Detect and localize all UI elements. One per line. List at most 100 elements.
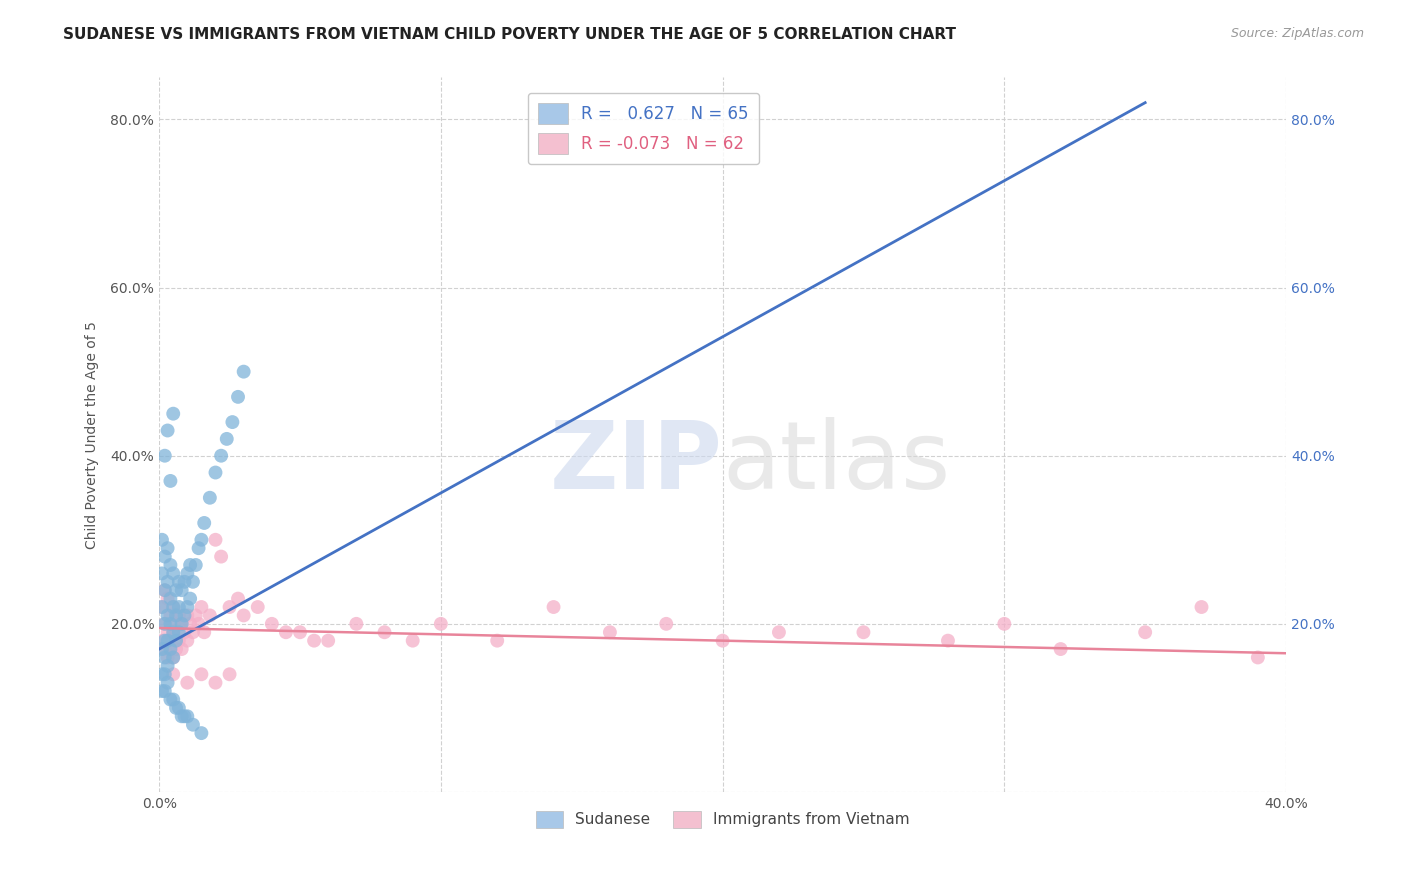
- Point: [159, 642, 181, 657]
- Point: [153, 684, 176, 698]
- Point: [215, 432, 238, 446]
- Point: [176, 600, 198, 615]
- Point: [150, 642, 173, 657]
- Point: [232, 365, 254, 379]
- Point: [302, 633, 325, 648]
- Point: [162, 667, 184, 681]
- Point: [852, 625, 875, 640]
- Point: [167, 574, 190, 589]
- Point: [159, 642, 181, 657]
- Point: [190, 533, 212, 547]
- Point: [711, 633, 734, 648]
- Point: [153, 616, 176, 631]
- Point: [165, 608, 187, 623]
- Point: [218, 667, 240, 681]
- Point: [162, 625, 184, 640]
- Point: [150, 600, 173, 615]
- Point: [768, 625, 790, 640]
- Point: [181, 625, 204, 640]
- Point: [218, 600, 240, 615]
- Legend: Sudanese, Immigrants from Vietnam: Sudanese, Immigrants from Vietnam: [530, 805, 915, 834]
- Point: [179, 616, 201, 631]
- Point: [150, 533, 173, 547]
- Point: [190, 600, 212, 615]
- Point: [153, 633, 176, 648]
- Point: [170, 583, 193, 598]
- Point: [173, 625, 195, 640]
- Point: [181, 717, 204, 731]
- Point: [156, 424, 179, 438]
- Point: [1049, 642, 1071, 657]
- Point: [150, 566, 173, 581]
- Point: [156, 650, 179, 665]
- Point: [162, 692, 184, 706]
- Point: [486, 633, 509, 648]
- Point: [599, 625, 621, 640]
- Point: [153, 642, 176, 657]
- Point: [165, 642, 187, 657]
- Point: [204, 533, 226, 547]
- Point: [159, 608, 181, 623]
- Point: [173, 709, 195, 723]
- Point: [170, 616, 193, 631]
- Point: [226, 390, 249, 404]
- Point: [153, 616, 176, 631]
- Point: [187, 541, 209, 556]
- Point: [430, 616, 453, 631]
- Point: [173, 608, 195, 623]
- Point: [260, 616, 283, 631]
- Point: [153, 667, 176, 681]
- Point: [176, 633, 198, 648]
- Point: [198, 491, 221, 505]
- Point: [232, 608, 254, 623]
- Point: [246, 600, 269, 615]
- Point: [167, 600, 190, 615]
- Point: [179, 558, 201, 572]
- Point: [159, 591, 181, 606]
- Point: [190, 726, 212, 740]
- Point: [176, 566, 198, 581]
- Point: [156, 633, 179, 648]
- Point: [288, 625, 311, 640]
- Y-axis label: Child Poverty Under the Age of 5: Child Poverty Under the Age of 5: [86, 321, 100, 549]
- Point: [165, 701, 187, 715]
- Point: [165, 583, 187, 598]
- Point: [204, 466, 226, 480]
- Point: [176, 709, 198, 723]
- Point: [150, 633, 173, 648]
- Point: [274, 625, 297, 640]
- Point: [209, 549, 232, 564]
- Point: [167, 608, 190, 623]
- Point: [162, 600, 184, 615]
- Point: [193, 625, 215, 640]
- Point: [176, 675, 198, 690]
- Point: [156, 608, 179, 623]
- Point: [402, 633, 425, 648]
- Point: [162, 407, 184, 421]
- Point: [150, 684, 173, 698]
- Point: [179, 591, 201, 606]
- Point: [1247, 650, 1270, 665]
- Point: [184, 558, 207, 572]
- Point: [159, 616, 181, 631]
- Point: [159, 692, 181, 706]
- Text: SUDANESE VS IMMIGRANTS FROM VIETNAM CHILD POVERTY UNDER THE AGE OF 5 CORRELATION: SUDANESE VS IMMIGRANTS FROM VIETNAM CHIL…: [63, 27, 956, 42]
- Point: [1133, 625, 1156, 640]
- Point: [993, 616, 1015, 631]
- Point: [316, 633, 339, 648]
- Point: [150, 600, 173, 615]
- Point: [165, 616, 187, 631]
- Point: [170, 642, 193, 657]
- Point: [655, 616, 678, 631]
- Point: [373, 625, 395, 640]
- Point: [156, 591, 179, 606]
- Point: [167, 633, 190, 648]
- Point: [221, 415, 243, 429]
- Point: [162, 566, 184, 581]
- Text: Source: ZipAtlas.com: Source: ZipAtlas.com: [1230, 27, 1364, 40]
- Point: [344, 616, 367, 631]
- Point: [162, 650, 184, 665]
- Point: [209, 449, 232, 463]
- Point: [156, 541, 179, 556]
- Point: [159, 474, 181, 488]
